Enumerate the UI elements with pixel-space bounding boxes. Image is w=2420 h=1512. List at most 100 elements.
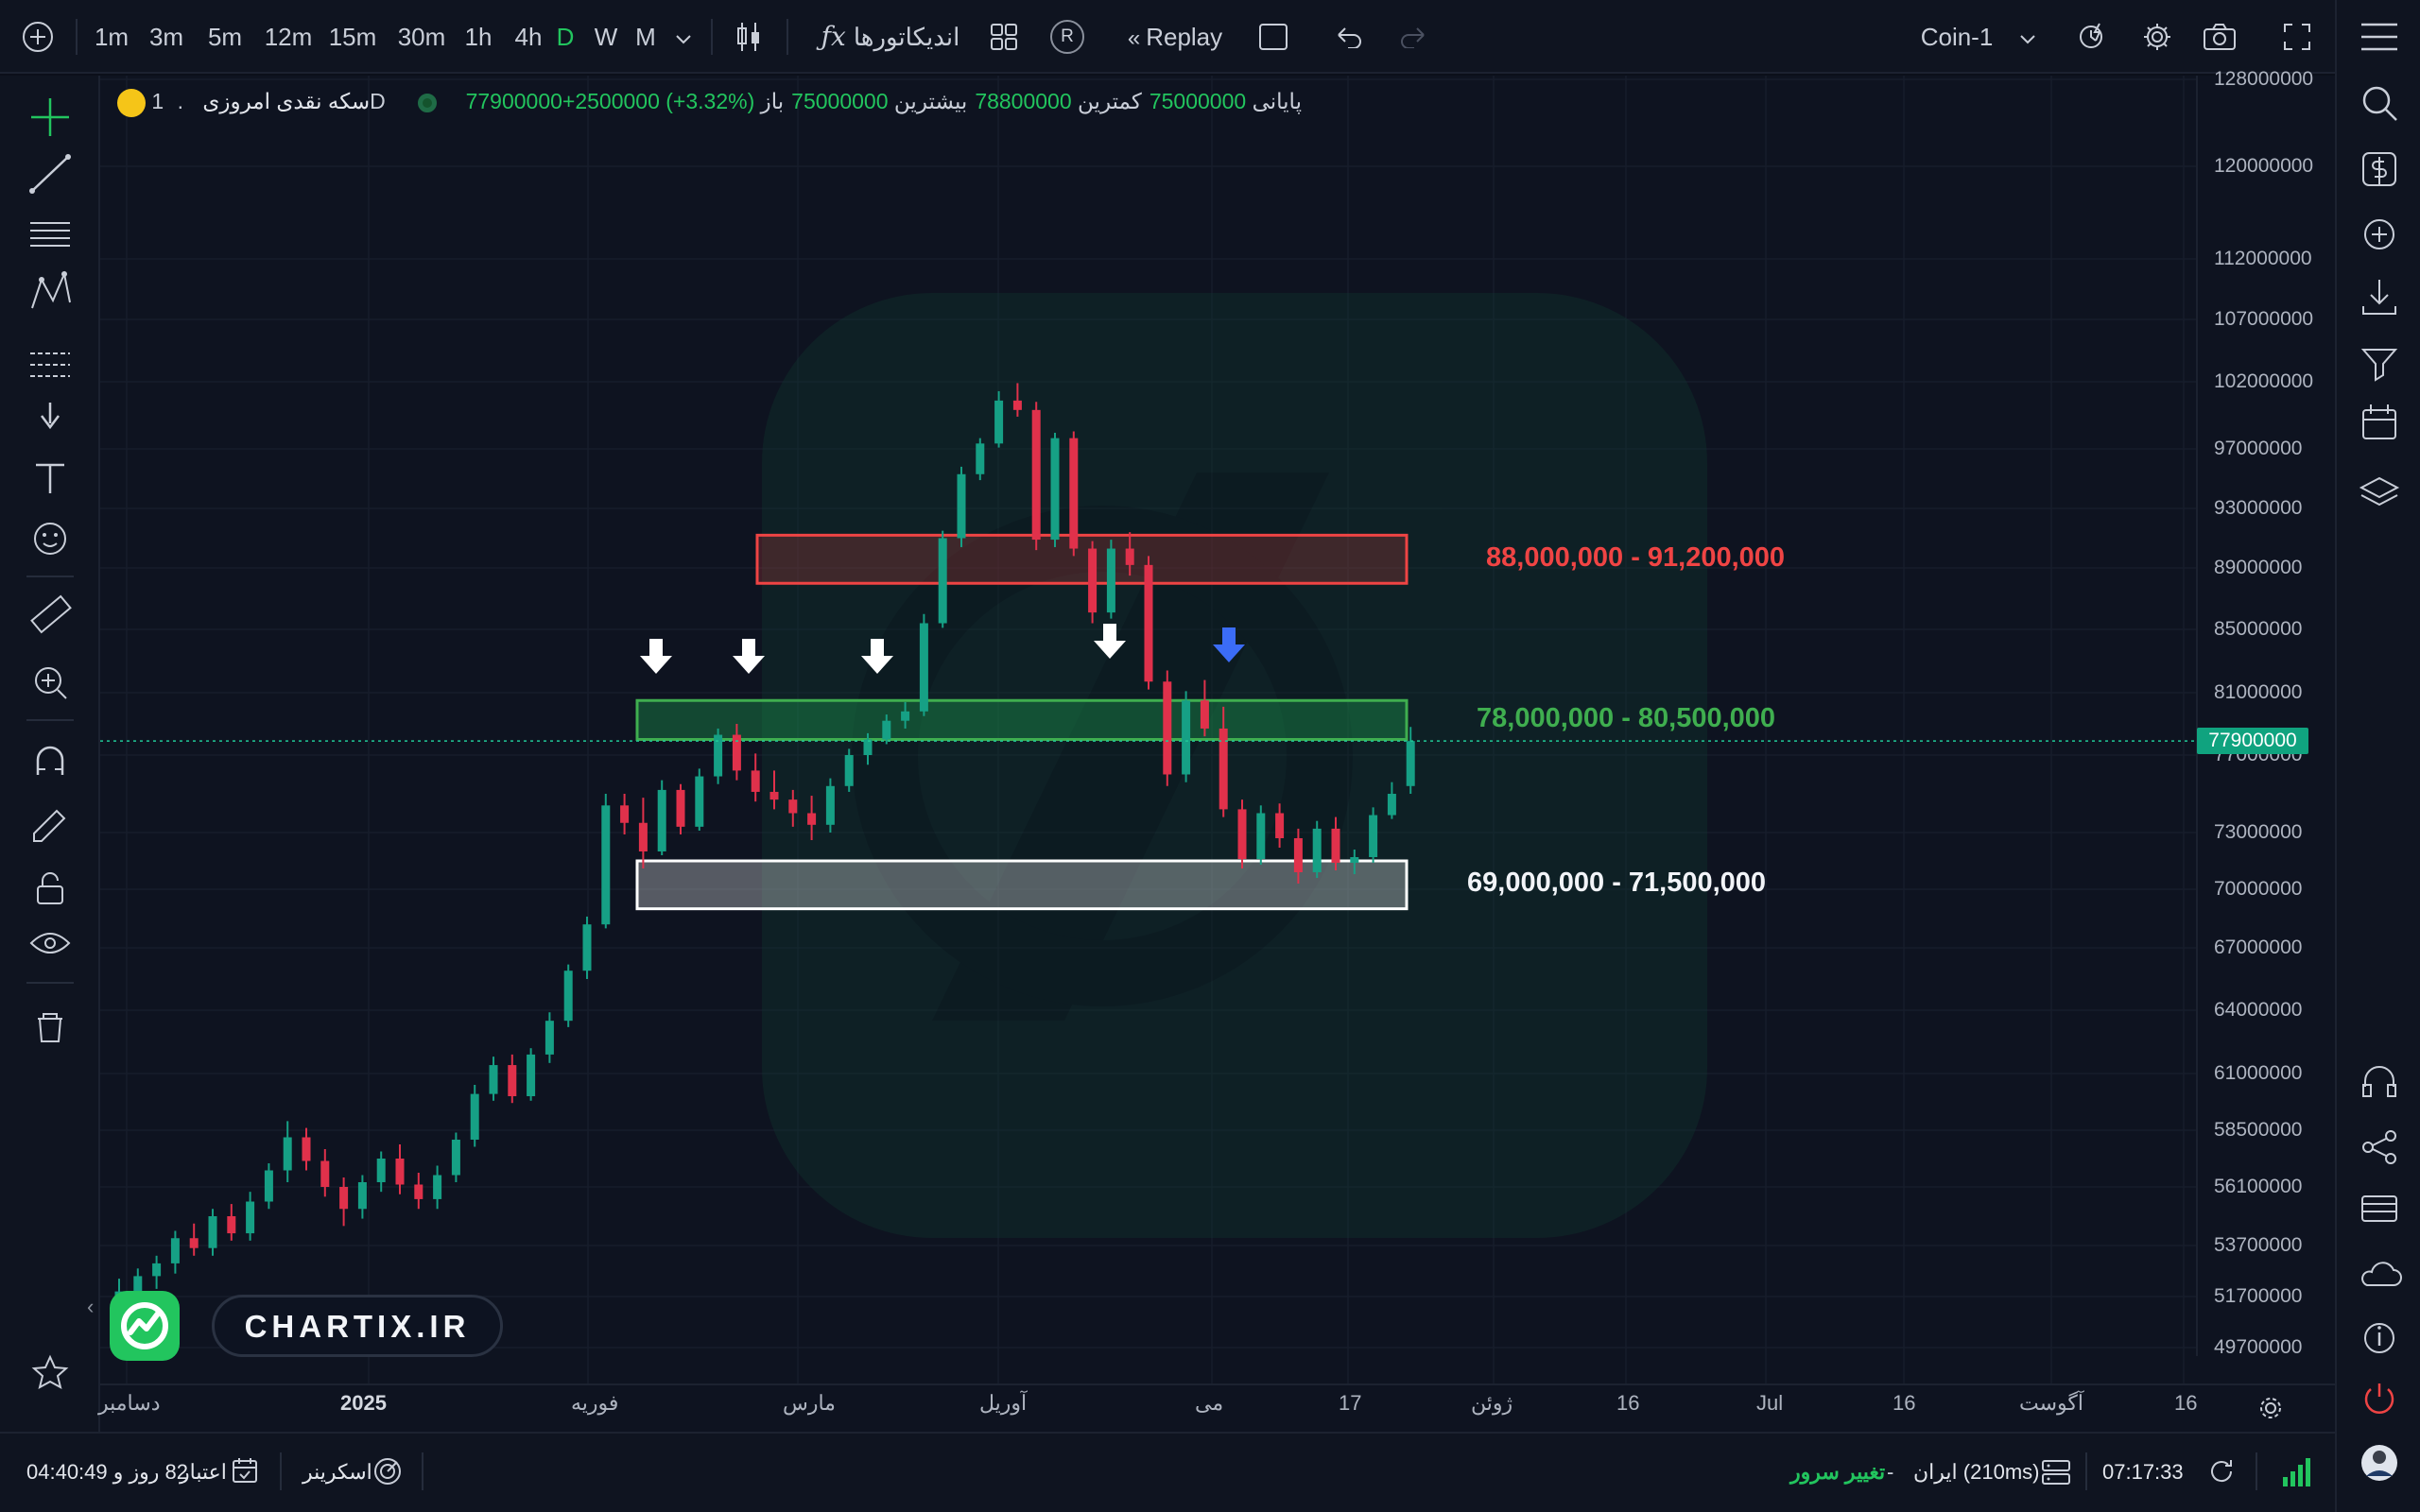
- interval-w[interactable]: W: [594, 23, 618, 51]
- interval-1h[interactable]: 1h: [464, 23, 493, 51]
- ruler-icon[interactable]: [30, 594, 72, 634]
- price-axis-label: 112000000: [2214, 248, 2312, 269]
- radar-icon[interactable]: [372, 1456, 403, 1486]
- support-icon[interactable]: [2362, 1066, 2396, 1097]
- calendar-icon[interactable]: [2362, 404, 2396, 439]
- candle-body: [1088, 548, 1098, 613]
- magnet-icon[interactable]: [36, 746, 64, 775]
- grid-icon: [991, 24, 1017, 50]
- change-server-link[interactable]: تغییر سرور: [1790, 1460, 1886, 1484]
- eye-icon[interactable]: [29, 933, 71, 954]
- candle-body: [1125, 548, 1134, 565]
- candle: [339, 1177, 349, 1227]
- symbol-select[interactable]: Coin-1: [1900, 0, 2014, 74]
- layouts-button[interactable]: [983, 0, 1025, 74]
- price-axis-label: 73000000: [2214, 821, 2303, 843]
- status-sep: [2256, 1452, 2257, 1490]
- download-icon[interactable]: [2362, 280, 2396, 315]
- signal-icon: [2280, 1454, 2314, 1488]
- interval-30m[interactable]: 30m: [397, 23, 446, 51]
- server-icon[interactable]: [2040, 1456, 2072, 1488]
- candle: [732, 724, 741, 781]
- pencil-lock-icon[interactable]: [33, 809, 66, 842]
- zoom-in-icon[interactable]: [35, 667, 67, 699]
- cloud-icon[interactable]: [2361, 1262, 2402, 1286]
- candle-body: [1050, 438, 1060, 541]
- crosshair-icon[interactable]: [31, 98, 69, 136]
- axis-settings-button[interactable]: [2252, 1389, 2290, 1427]
- interval-d[interactable]: D: [556, 23, 575, 51]
- redo-button[interactable]: [1393, 0, 1433, 74]
- interval-5m[interactable]: 5m: [207, 23, 243, 51]
- info-icon[interactable]: [2364, 1323, 2394, 1353]
- search-icon[interactable]: [2362, 86, 2397, 121]
- interval-4h[interactable]: 4h: [514, 23, 543, 51]
- square-icon: [1259, 24, 1288, 50]
- candle: [1237, 799, 1247, 868]
- undo-icon: [1338, 27, 1361, 49]
- candle: [1182, 691, 1191, 782]
- screenshot-button[interactable]: [2199, 0, 2240, 74]
- interval-dropdown-button[interactable]: [669, 0, 698, 74]
- pattern-icon[interactable]: [31, 270, 71, 309]
- chart-legend: سکه نقدی امروزی . 1D 77900000+2500000 (+…: [117, 89, 1302, 117]
- candle: [1031, 402, 1041, 551]
- candle: [376, 1151, 386, 1193]
- fib-lines-icon[interactable]: [30, 222, 70, 247]
- price-chart[interactable]: [100, 76, 2335, 1432]
- settings-button[interactable]: [2136, 0, 2178, 74]
- menu-icon[interactable]: [2361, 23, 2397, 51]
- candle-body: [1106, 548, 1115, 613]
- share-icon[interactable]: [2362, 1130, 2396, 1164]
- zone-label-support: 69,000,000 - 71,500,000: [1467, 868, 1767, 899]
- avatar[interactable]: [2361, 1445, 2397, 1481]
- screener-label[interactable]: اسکرینر: [302, 1460, 372, 1484]
- star-icon[interactable]: [31, 1354, 69, 1389]
- replay-button[interactable]: «Replay: [1114, 0, 1236, 74]
- arrow-down-marker: [640, 639, 672, 674]
- candle-body: [1331, 828, 1340, 863]
- interval-15m[interactable]: 15m: [328, 23, 377, 51]
- rewind-icon: «: [1127, 26, 1141, 51]
- refresh-icon[interactable]: [2206, 1456, 2237, 1486]
- candle: [508, 1054, 517, 1104]
- credit-label: اعتبار: [180, 1460, 227, 1484]
- chart-pane[interactable]: سکه نقدی امروزی . 1D 77900000+2500000 (+…: [87, 68, 2335, 1432]
- forecast-icon[interactable]: [30, 352, 70, 377]
- dollar-icon[interactable]: [2362, 152, 2396, 186]
- lock-icon[interactable]: [37, 872, 63, 904]
- text-icon[interactable]: [36, 463, 64, 493]
- zone-pivot[interactable]: [635, 698, 1409, 741]
- add-alert-icon[interactable]: [2364, 219, 2394, 249]
- interval-1m[interactable]: 1m: [94, 23, 130, 51]
- candle: [919, 613, 928, 716]
- undo-button[interactable]: [1329, 0, 1369, 74]
- collapse-arrow-button[interactable]: ‹: [87, 1295, 95, 1318]
- symbol-dropdown-button[interactable]: [2014, 0, 2042, 74]
- arrow-down-icon[interactable]: [41, 403, 60, 430]
- trend-line-icon[interactable]: [29, 154, 71, 194]
- candle: [1012, 383, 1022, 417]
- candle-body: [302, 1137, 311, 1161]
- zone-resistance[interactable]: [755, 533, 1409, 585]
- zone-support[interactable]: [635, 859, 1409, 911]
- power-icon[interactable]: [2364, 1383, 2394, 1414]
- interval-m[interactable]: M: [635, 23, 656, 51]
- candle: [395, 1144, 405, 1194]
- alerts-button[interactable]: [2072, 0, 2114, 74]
- legend-symbol[interactable]: سکه نقدی امروزی: [202, 89, 371, 114]
- interval-12m[interactable]: 12m: [264, 23, 313, 51]
- add-symbol-button[interactable]: [17, 0, 59, 74]
- filter-icon[interactable]: [2360, 349, 2398, 382]
- interval-3m[interactable]: 3m: [148, 23, 184, 51]
- replay-badge[interactable]: R: [1047, 0, 1087, 74]
- fullscreen-box-button[interactable]: [1253, 0, 1293, 74]
- emoji-icon[interactable]: [34, 523, 66, 555]
- fullscreen-button[interactable]: [2276, 0, 2318, 74]
- candle: [527, 1048, 536, 1101]
- layers-icon[interactable]: [2359, 476, 2400, 507]
- indicators-button[interactable]: ƒx اندیکاتورها: [815, 0, 966, 74]
- trash-icon[interactable]: [38, 1013, 62, 1042]
- chart-type-button[interactable]: [728, 0, 769, 74]
- card-icon[interactable]: [2361, 1195, 2397, 1222]
